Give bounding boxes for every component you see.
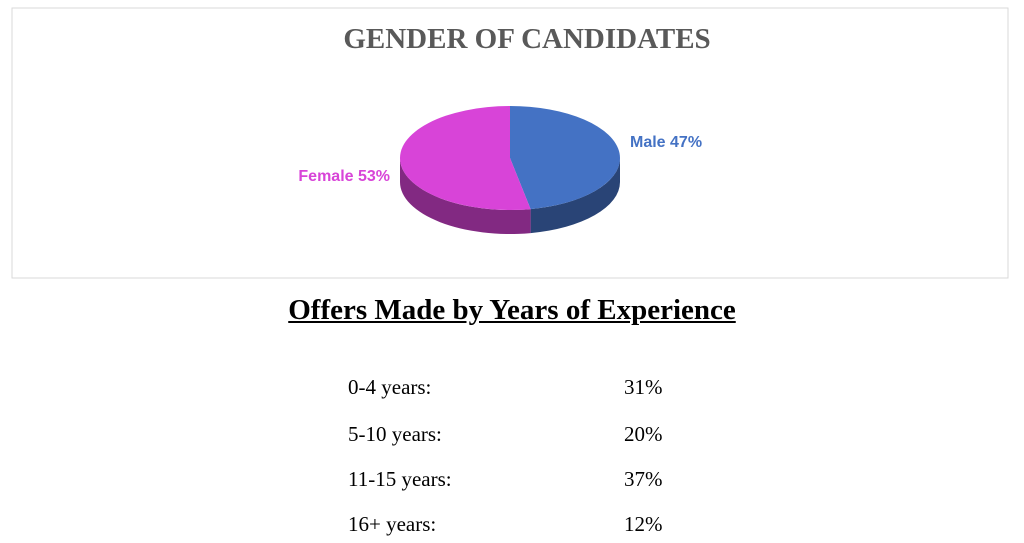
slice-top — [510, 106, 621, 210]
row-value: 37% — [624, 467, 663, 491]
row-label: 5-10 years: — [348, 422, 442, 446]
chart-title: GENDER OF CANDIDATES — [343, 23, 710, 55]
pie-slice — [400, 106, 531, 234]
pie-slice — [510, 106, 621, 234]
row-label: 0-4 years: — [348, 375, 432, 399]
row-label: 11-15 years: — [348, 467, 452, 491]
chart: GENDER OF CANDIDATES Male 47% Female 53% — [11, 7, 1009, 279]
data-label: Female 53% — [298, 168, 390, 185]
row-label: 16+ years: — [348, 512, 437, 536]
row-value: 20% — [624, 422, 663, 446]
slice-side — [400, 158, 531, 234]
slice-top — [400, 106, 531, 210]
row-value: 31% — [624, 375, 663, 399]
data-label: Male 47% — [630, 134, 702, 151]
row-value: 12% — [624, 512, 663, 536]
slice-side — [530, 158, 620, 234]
table-title: Offers Made by Years of Experience — [288, 294, 736, 326]
